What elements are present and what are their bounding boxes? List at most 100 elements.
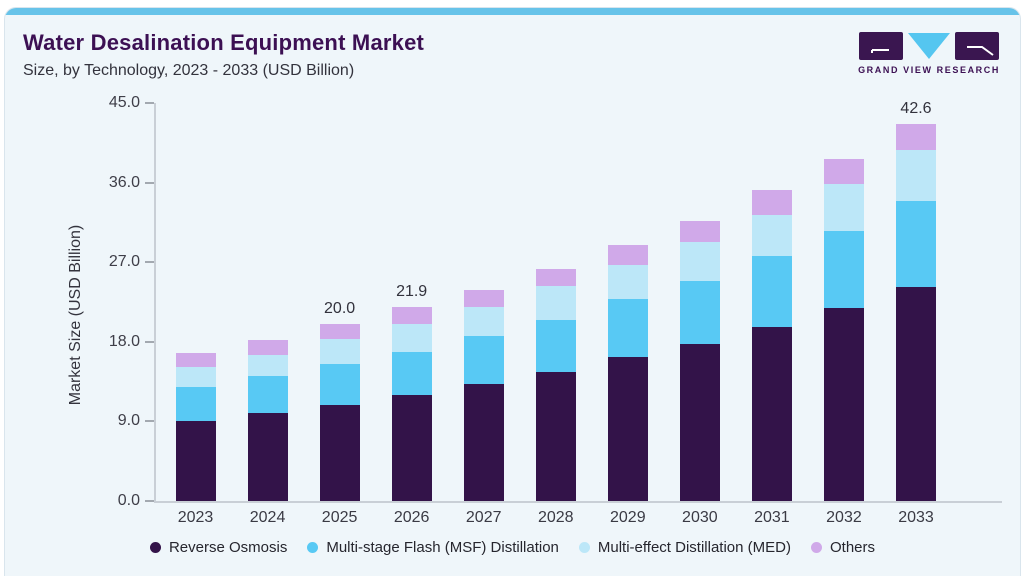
y-tick-mark bbox=[145, 420, 154, 423]
x-tick-label: 2032 bbox=[826, 509, 862, 526]
report-card: Water Desalination Equipment Market Size… bbox=[4, 7, 1021, 576]
bar-segment bbox=[535, 269, 576, 287]
bar-total-label: 20.0 bbox=[324, 300, 356, 318]
top-accent-bar bbox=[5, 8, 1020, 15]
logo-text: GRAND VIEW RESEARCH bbox=[858, 65, 1000, 75]
bar-segment bbox=[175, 386, 216, 422]
x-tick-label: 2025 bbox=[321, 509, 358, 526]
stacked-bar-2028 bbox=[535, 269, 576, 501]
bar-segment bbox=[247, 376, 288, 414]
x-tick-label: 2026 bbox=[393, 509, 430, 526]
y-tick-label: 0.0 bbox=[117, 492, 140, 509]
y-axis-label: Market Size (USD Billion) bbox=[67, 224, 84, 406]
legend-item: Reverse Osmosis bbox=[149, 539, 287, 556]
logo-g-mark-icon bbox=[859, 32, 904, 60]
legend-item: Others bbox=[811, 539, 875, 556]
y-tick-label: 27.0 bbox=[108, 253, 140, 271]
bar-segment bbox=[391, 351, 432, 395]
bar-segment bbox=[607, 264, 648, 300]
y-tick-label: 45.0 bbox=[108, 94, 140, 111]
gvr-logo-marks bbox=[859, 32, 1000, 60]
x-axis-line bbox=[154, 501, 1002, 503]
bar-segment bbox=[319, 405, 360, 501]
legend-dot-icon bbox=[307, 542, 319, 553]
bar-segment bbox=[679, 220, 720, 242]
bar-segment bbox=[679, 344, 720, 501]
x-tick-label: 2027 bbox=[465, 509, 502, 526]
bar-segment bbox=[896, 201, 936, 287]
bar-segment bbox=[823, 158, 864, 184]
legend-label: Multi-effect Distillation (MED) bbox=[597, 539, 791, 556]
stacked-bar-2030 bbox=[679, 220, 720, 501]
page-subtitle: Size, by Technology, 2023 - 2033 (USD Bi… bbox=[23, 62, 355, 79]
bar-segment bbox=[247, 355, 288, 377]
bar-segment bbox=[751, 256, 792, 327]
x-tick-label: 2028 bbox=[537, 509, 574, 526]
y-tick-mark bbox=[145, 102, 154, 104]
legend-label: Multi-stage Flash (MSF) Distillation bbox=[326, 539, 559, 556]
bar-segment bbox=[463, 384, 504, 501]
stacked-bar-2029 bbox=[607, 245, 648, 501]
bar-segment bbox=[319, 324, 360, 340]
bar-segment bbox=[391, 394, 432, 501]
bar-segment bbox=[535, 371, 576, 501]
bar-segment bbox=[896, 149, 936, 202]
bar-segment bbox=[247, 340, 288, 356]
plot-area: 0.0 9.0 18.0 27.0 36.0 45.0 2023 2024 20.0 2025 21… bbox=[109, 94, 1002, 526]
y-tick-label: 18.0 bbox=[108, 332, 140, 350]
logo-r-mark-icon bbox=[955, 32, 1000, 60]
chart-header: Water Desalination Equipment Market Size… bbox=[23, 30, 1000, 80]
legend-dot-icon bbox=[811, 542, 822, 553]
y-tick-mark bbox=[145, 340, 154, 343]
bar-segment bbox=[247, 413, 288, 501]
y-tick-label: 36.0 bbox=[108, 173, 140, 191]
y-tick-mark bbox=[145, 181, 154, 184]
bar-segment bbox=[896, 286, 936, 501]
stacked-bar-2027 bbox=[463, 289, 504, 501]
bar-segment bbox=[896, 124, 936, 150]
stacked-bar-2031 bbox=[751, 189, 792, 501]
bar-segment bbox=[463, 307, 504, 336]
bar-segment bbox=[679, 241, 720, 281]
bar-segment bbox=[679, 280, 720, 345]
bar-total-label: 21.9 bbox=[396, 283, 428, 301]
stacked-bar-2024 bbox=[247, 340, 288, 501]
page-title: Water Desalination Equipment Market bbox=[23, 30, 425, 55]
stacked-bar-2026 bbox=[391, 307, 432, 501]
stacked-bar-2023 bbox=[175, 353, 216, 501]
logo-v-triangle-icon bbox=[908, 33, 951, 59]
bar-segment bbox=[751, 189, 792, 216]
x-tick-label: 2023 bbox=[177, 509, 214, 526]
stacked-bar-2025 bbox=[319, 324, 360, 501]
bar-segment bbox=[751, 215, 792, 257]
title-block: Water Desalination Equipment Market Size… bbox=[23, 30, 424, 80]
bar-total-label: 42.6 bbox=[900, 100, 932, 118]
legend-item: Multi-effect Distillation (MED) bbox=[578, 539, 791, 556]
legend-label: Others bbox=[830, 539, 876, 556]
x-tick-label: 2033 bbox=[898, 509, 934, 526]
gvr-logo: GRAND VIEW RESEARCH bbox=[858, 32, 1000, 75]
bar-segment bbox=[607, 299, 648, 357]
bar-segment bbox=[823, 183, 864, 232]
bar-segment bbox=[391, 307, 432, 325]
bar-segment bbox=[175, 367, 216, 387]
bar-segment bbox=[535, 286, 576, 320]
bar-segment bbox=[823, 308, 864, 501]
bar-segment bbox=[607, 245, 648, 265]
y-axis-line bbox=[154, 103, 156, 503]
legend-dot-icon bbox=[149, 542, 161, 553]
bar-segment bbox=[463, 289, 504, 308]
x-tick-label: 2030 bbox=[682, 509, 718, 526]
stacked-bar-2033 bbox=[896, 124, 936, 501]
x-tick-label: 2024 bbox=[249, 509, 286, 526]
bar-segment bbox=[823, 231, 864, 309]
bar-segment bbox=[607, 356, 648, 501]
bar-segment bbox=[751, 326, 792, 501]
bar-segment bbox=[319, 339, 360, 364]
legend-item: Multi-stage Flash (MSF) Distillation bbox=[307, 539, 559, 556]
bar-segment bbox=[175, 421, 216, 501]
bar-segment bbox=[463, 335, 504, 385]
x-tick-label: 2029 bbox=[610, 509, 646, 526]
y-tick-label: 9.0 bbox=[117, 412, 140, 430]
bar-segment bbox=[319, 363, 360, 406]
